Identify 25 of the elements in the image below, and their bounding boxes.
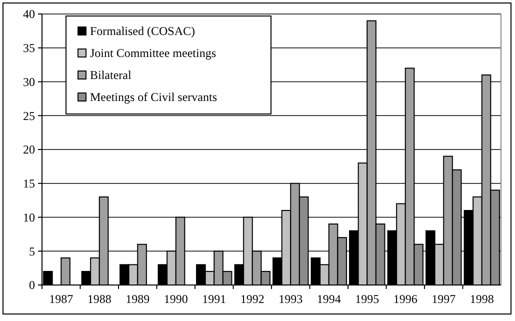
x-tick-label: 1996 bbox=[393, 292, 418, 306]
legend-label: Formalised (COSAC) bbox=[90, 24, 196, 38]
y-tick-label: 40 bbox=[23, 7, 35, 22]
x-tick-label: 1998 bbox=[470, 292, 494, 306]
y-tick-label: 20 bbox=[23, 142, 35, 157]
legend-label: Joint Committee meetings bbox=[90, 46, 216, 60]
x-tick-label: 1994 bbox=[316, 292, 341, 306]
y-tick-label: 5 bbox=[29, 244, 35, 258]
x-tick-label: 1990 bbox=[164, 292, 188, 306]
y-tick-label: 25 bbox=[23, 108, 35, 123]
legend-label: Bilateral bbox=[90, 68, 132, 82]
x-tick-label: 1989 bbox=[126, 292, 150, 306]
x-tick-label: 1988 bbox=[87, 292, 112, 306]
y-tick-label: 35 bbox=[23, 41, 35, 56]
x-tick-label: 1987 bbox=[49, 292, 74, 306]
y-tick-label: 10 bbox=[23, 210, 35, 224]
x-tick-label: 1991 bbox=[202, 292, 226, 306]
y-tick-label: 30 bbox=[23, 74, 35, 89]
x-tick-label: 1992 bbox=[240, 292, 264, 306]
x-tick-label: 1995 bbox=[355, 292, 380, 306]
x-tick-label: 1993 bbox=[278, 292, 303, 306]
legend-label: Meetings of Civil servants bbox=[90, 90, 218, 104]
y-tick-label: 15 bbox=[23, 176, 35, 191]
y-tick-label: 0 bbox=[29, 278, 35, 292]
x-tick-label: 1997 bbox=[432, 292, 456, 306]
